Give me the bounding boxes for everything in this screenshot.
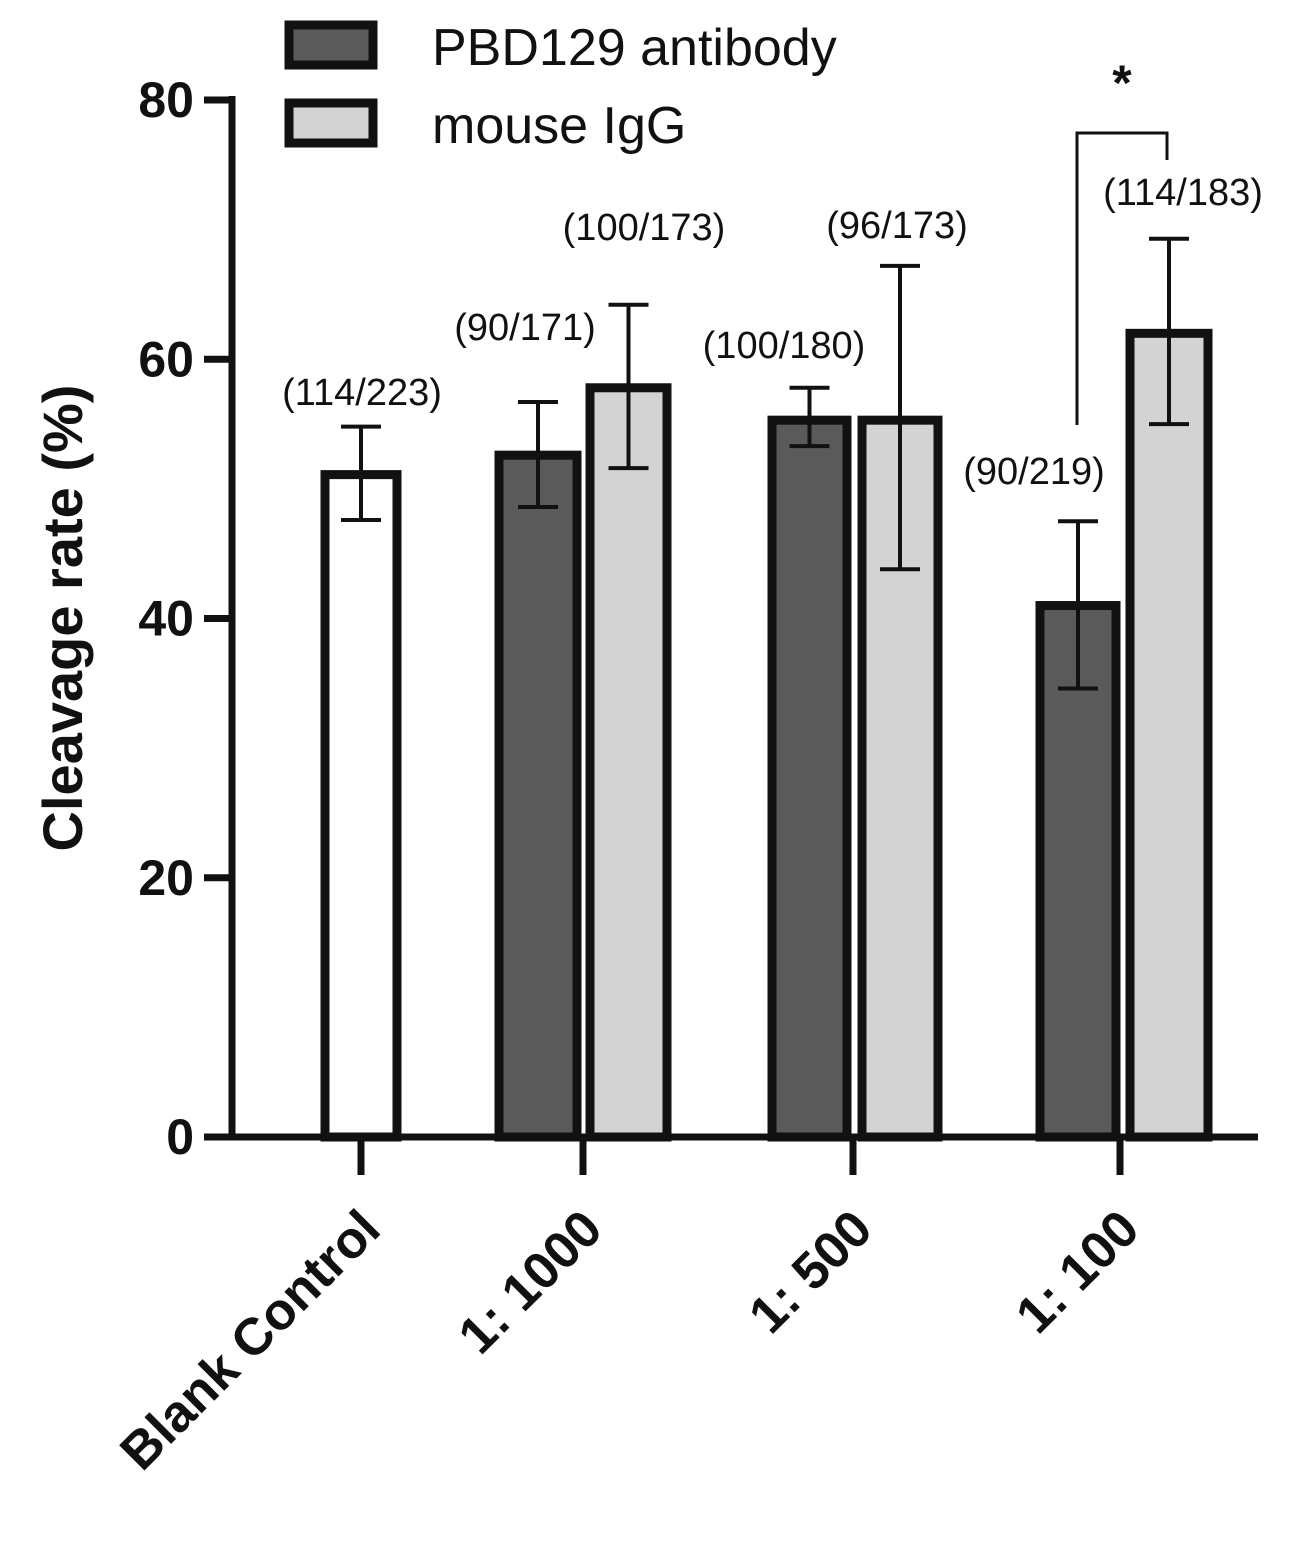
y-tick-label-80: 80 [138, 72, 194, 128]
bar-mouse-igg-2 [585, 383, 672, 1142]
x-tick-label-0: Blank Control [109, 1199, 391, 1481]
data-label-3: (100/180) [703, 325, 866, 367]
significance-label: * [1112, 55, 1132, 111]
x-tick-label-1: 1: 1000 [448, 1199, 614, 1365]
data-label-6: (114/183) [1103, 172, 1263, 214]
data-label-0: (114/223) [282, 372, 442, 414]
data-label-1: (90/171) [454, 307, 596, 349]
legend-label-pbd129-antibody: PBD129 antibody [432, 19, 837, 77]
y-tick-label-60: 60 [138, 331, 194, 387]
y-tick-label-40: 40 [138, 591, 194, 647]
data-label-2: (100/173) [563, 207, 726, 249]
significance-bracket [1075, 131, 1169, 425]
legend-swatch-mouse-igg [284, 98, 378, 148]
x-tick-label-2: 1: 500 [738, 1199, 883, 1344]
bar-blank-0 [320, 470, 402, 1142]
bar-pbd129-antibody-1 [494, 450, 582, 1142]
legend-swatch-pbd129-antibody [284, 20, 378, 70]
y-axis-label: Cleavage rate (%) [31, 385, 94, 852]
legend-label-mouse-igg: mouse IgG [432, 97, 686, 155]
x-tick-label-3: 1: 100 [1005, 1199, 1150, 1344]
y-tick-label-0: 0 [166, 1109, 194, 1165]
bar-mouse-igg-6 [1125, 328, 1213, 1142]
y-tick-label-20: 20 [138, 850, 194, 906]
data-label-5: (90/219) [963, 451, 1105, 493]
bar-pbd129-antibody-3 [767, 415, 852, 1142]
data-label-4: (96/173) [826, 205, 968, 247]
